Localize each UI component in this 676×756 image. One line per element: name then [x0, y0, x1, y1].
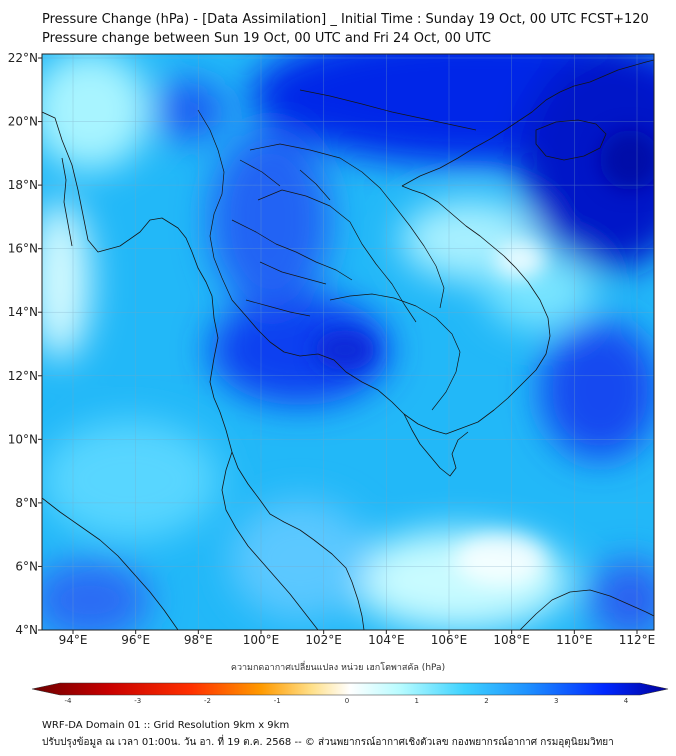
border-laos: [249, 143, 445, 309]
border-vietnam-china: [299, 89, 477, 131]
lon-tick-label: 108°E: [493, 633, 530, 647]
border-provinces-a: [231, 219, 353, 285]
colorbar-tick-label: -4: [65, 697, 73, 705]
coastline-andaman: [61, 157, 73, 247]
coastline-mainland: [42, 111, 365, 630]
lat-tick-label: 6°N: [15, 559, 38, 573]
longitude-axis: 94°E 96°E 98°E 100°E 102°E 104°E 106°E 108°E 110…: [59, 630, 656, 647]
coastline-hainan: [535, 119, 607, 161]
colorbar: [31, 682, 669, 696]
lon-tick-label: 102°E: [305, 633, 342, 647]
lat-tick-label: 4°N: [15, 623, 38, 637]
colorbar-tick-label: 0: [345, 697, 349, 705]
lat-tick-label: 18°N: [8, 178, 38, 192]
colorbar-tick-label: -3: [134, 697, 141, 705]
lat-tick-label: 8°N: [15, 496, 38, 510]
lat-tick-label: 16°N: [8, 242, 38, 256]
border-myanmar-thailand: [197, 109, 233, 301]
colorbar-tick-label: -2: [204, 697, 211, 705]
colorbar-tick-label: 3: [554, 697, 558, 705]
colorbar-tick-label: -1: [274, 697, 281, 705]
lat-tick-label: 22°N: [8, 51, 38, 65]
lon-tick-label: 100°E: [243, 633, 280, 647]
lon-tick-label: 96°E: [121, 633, 150, 647]
map-title: Pressure Change (hPa) - [Data Assimilati…: [42, 12, 649, 27]
lon-tick-label: 104°E: [368, 633, 405, 647]
footer-update-info: ปรับปรุงข้อมูล ณ เวลา 01:00น. วัน อา. ที…: [42, 737, 614, 748]
graticule: [42, 54, 654, 630]
border-provinces-b: [239, 159, 331, 317]
colorbar-tick-label: 2: [484, 697, 488, 705]
plot-frame: [41, 53, 655, 631]
colorbar-tick-label: 1: [415, 697, 419, 705]
coastline-malay: [221, 451, 319, 630]
coastline-gulf-east: [231, 185, 551, 435]
lat-tick-label: 14°N: [8, 305, 38, 319]
pressure-field: [42, 54, 654, 630]
border-cambodia: [329, 293, 461, 411]
coastline-vietnam: [401, 59, 654, 187]
lat-tick-label: 20°N: [8, 115, 38, 129]
lon-tick-label: 112°E: [619, 633, 656, 647]
lat-tick-label: 12°N: [8, 369, 38, 383]
map-subtitle: Pressure change between Sun 19 Oct, 00 U…: [42, 31, 491, 46]
colorbar-title: ความกดอากาศเปลี่ยนแปลง หน่วย เฮกโตพาสคัล…: [230, 663, 446, 673]
lon-tick-label: 94°E: [59, 633, 88, 647]
lat-tick-label: 10°N: [8, 432, 38, 446]
footer-model-info: WRF-DA Domain 01 :: Grid Resolution 9km …: [42, 720, 290, 731]
coastline-borneo: [519, 589, 654, 630]
coastline-south-vietnam: [403, 413, 469, 477]
lon-tick-label: 98°E: [184, 633, 213, 647]
colorbar-ticks: -4 -3 -2 -1 0 1 2 3 4: [65, 697, 629, 705]
lon-tick-label: 110°E: [556, 633, 593, 647]
coastline-sumatra: [42, 497, 179, 630]
colorbar-tick-label: 4: [624, 697, 629, 705]
latitude-axis: 22°N 20°N 18°N 16°N 14°N 12°N 10°N 8°N 6°N 4°N: [8, 51, 42, 637]
border-thailand-laos: [257, 189, 417, 323]
lon-tick-label: 106°E: [431, 633, 468, 647]
